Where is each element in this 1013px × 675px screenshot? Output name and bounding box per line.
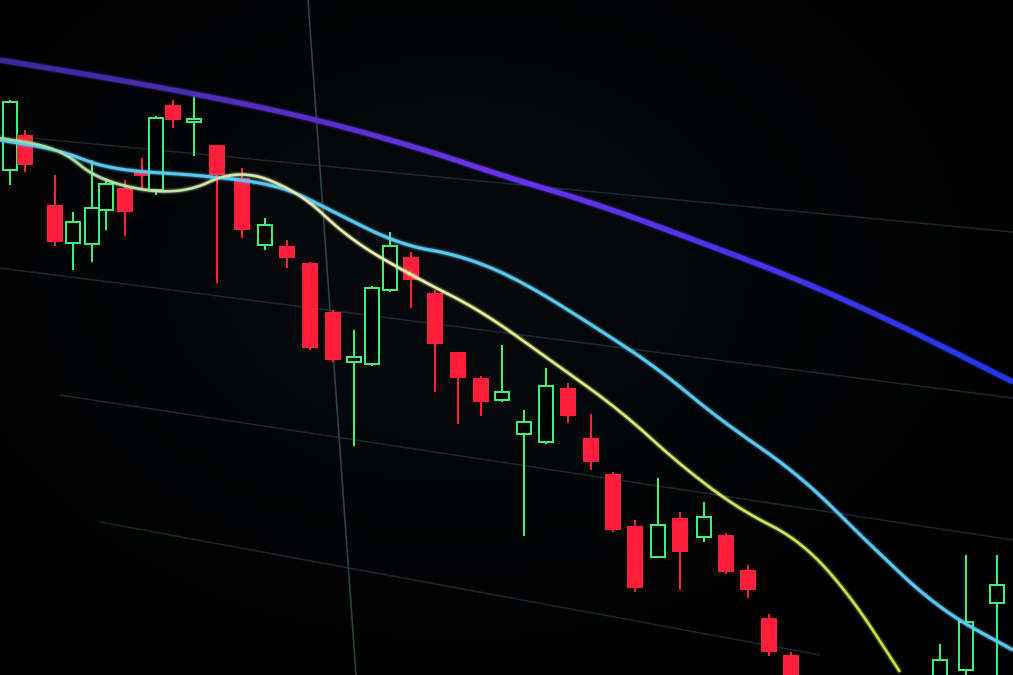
bearish-candle (627, 520, 643, 592)
bullish-candle (65, 212, 81, 270)
bullish-candle (516, 410, 532, 536)
candle-body (718, 535, 734, 572)
candle-body (302, 263, 318, 348)
candle-body (47, 205, 63, 242)
bearish-candle (473, 376, 489, 416)
candle-body (783, 655, 799, 675)
bearish-candle (427, 290, 443, 392)
candle-body (932, 659, 948, 675)
candle-body (473, 378, 489, 402)
bullish-candle (148, 116, 164, 195)
candle-body (279, 246, 295, 258)
candle-body (186, 118, 202, 123)
bullish-candle (538, 368, 554, 444)
bullish-candle (932, 644, 948, 675)
bearish-candle (47, 175, 63, 246)
candle-body (165, 105, 181, 120)
moving-average-lines (0, 57, 1013, 673)
bearish-candle (740, 565, 756, 598)
candle-body (325, 312, 341, 360)
bullish-candle (257, 218, 273, 250)
moving-average-slow (0, 57, 1013, 385)
bullish-candle (958, 555, 974, 675)
grid-line (99, 521, 821, 656)
candle-body (364, 287, 380, 365)
candle-body (2, 101, 18, 171)
candle-body (761, 618, 777, 652)
bearish-candle (209, 145, 225, 283)
grid-line (59, 394, 1013, 541)
moving-average-fast (0, 136, 902, 673)
grid-line (0, 267, 1013, 399)
candle-body (17, 135, 33, 165)
candle-body (627, 526, 643, 588)
candle-body (958, 621, 974, 671)
candle-body (427, 293, 443, 344)
bearish-candle (302, 262, 318, 350)
bullish-candle (364, 286, 380, 366)
bullish-candle (696, 502, 712, 542)
bearish-candle (450, 352, 466, 424)
bearish-candle (165, 100, 181, 128)
bearish-candle (403, 252, 419, 308)
bullish-candle (186, 94, 202, 156)
bearish-candle (761, 614, 777, 656)
candle-body (696, 516, 712, 538)
grid-line (0, 134, 1013, 233)
bearish-candle (718, 533, 734, 574)
bearish-candle (17, 130, 33, 172)
candle-body (234, 178, 250, 230)
bullish-candle (84, 160, 100, 262)
candle-body (148, 117, 164, 191)
candle-body (450, 352, 466, 378)
bullish-candle (650, 478, 666, 558)
candle-body (560, 388, 576, 416)
candle-body (65, 221, 81, 244)
candle-body (257, 224, 273, 246)
candle-body (650, 524, 666, 558)
bearish-candle (672, 512, 688, 590)
bearish-candle (325, 310, 341, 362)
candle-body (209, 145, 225, 175)
candle-body (583, 438, 599, 462)
bearish-candle (783, 652, 799, 675)
candle-body (382, 245, 398, 291)
candle-body (98, 183, 114, 211)
candle-body (605, 474, 621, 530)
candle-body (117, 188, 133, 212)
bullish-candle (989, 555, 1005, 675)
candle-body (740, 570, 756, 590)
candle-body (538, 385, 554, 443)
candle-body (516, 421, 532, 435)
candle-body (346, 356, 362, 363)
bearish-candle (605, 472, 621, 532)
candle-body (989, 584, 1005, 604)
bullish-candle (494, 345, 510, 402)
candle-body (403, 257, 419, 280)
candles (2, 94, 1005, 675)
bearish-candle (134, 158, 150, 190)
candle-body (672, 518, 688, 552)
bullish-candle (98, 178, 114, 230)
bearish-candle (560, 383, 576, 423)
bearish-candle (583, 414, 599, 470)
moving-average-mid (0, 138, 1013, 652)
bearish-candle (279, 240, 295, 268)
bearish-candle (117, 180, 133, 236)
bullish-candle (346, 330, 362, 446)
candle-body (134, 171, 150, 176)
candle-body (84, 207, 100, 245)
candle-body (494, 391, 510, 401)
